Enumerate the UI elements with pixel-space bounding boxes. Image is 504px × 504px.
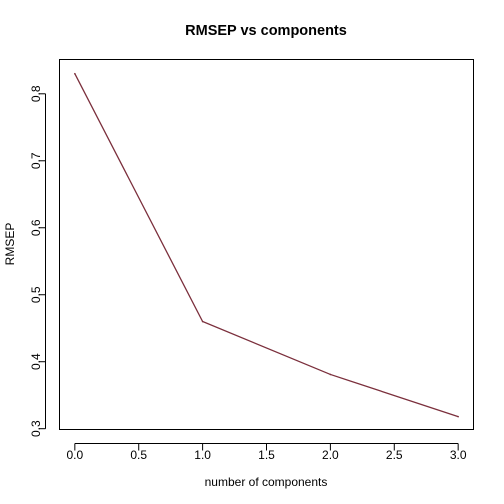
data-point [74,72,76,75]
series-group [74,72,459,418]
y-tick-label: 0.3 [29,420,43,437]
y-tick-label: 0.4 [29,353,43,370]
rmsep-line [74,73,459,418]
x-tick-label: 2.0 [322,448,339,462]
x-tick-label: 1.0 [194,448,211,462]
y-tick-label: 0.7 [29,152,43,169]
x-axis: 0.0 0.5 1.0 1.5 2.0 2.5 3.0 [66,443,467,462]
x-tick-label: 0.0 [66,448,83,462]
x-axis-label: number of components [205,475,328,489]
y-tick-label: 0.6 [29,219,43,236]
y-tick-label: 0.5 [29,286,43,303]
y-axis: 0.3 0.4 0.5 0.6 0.7 0.8 [29,85,46,437]
y-tick-label: 0.8 [29,85,43,102]
data-point [457,415,459,418]
x-tick-label: 2.5 [386,448,403,462]
plot-frame [59,59,474,430]
chart-title: RMSEP vs components [185,23,347,39]
data-point [201,320,204,323]
x-tick-label: 3.0 [450,448,467,462]
y-axis-label: RMSEP [3,223,17,266]
x-tick-label: 0.5 [130,448,147,462]
data-point [329,373,332,376]
x-tick-label: 1.5 [258,448,275,462]
